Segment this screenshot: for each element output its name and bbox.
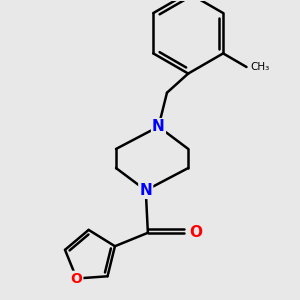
Text: O: O: [189, 225, 202, 240]
Text: N: N: [152, 119, 165, 134]
Text: O: O: [71, 272, 82, 286]
Text: CH₃: CH₃: [250, 62, 269, 72]
Text: N: N: [140, 183, 152, 198]
